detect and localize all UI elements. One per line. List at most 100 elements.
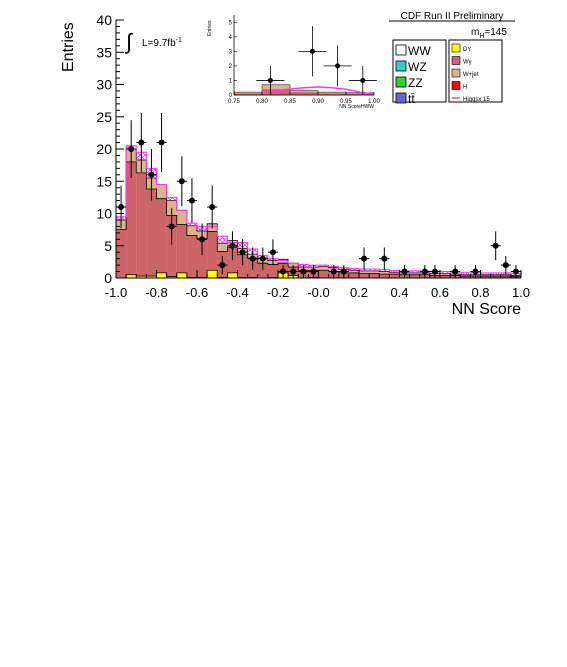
luminosity-annotation: ∫ L=9.7fb-1	[124, 29, 182, 54]
legend-label-right-4: Higgsx 15	[463, 97, 490, 103]
integral-symbol-icon: ∫	[124, 29, 134, 54]
data-point-9	[209, 204, 216, 211]
data-point-15	[269, 249, 276, 256]
bar-dy-2	[136, 276, 147, 278]
y-tick-label-1: 5	[104, 238, 112, 254]
x-tick-label-4: -0.2	[267, 285, 289, 300]
data-point-8	[199, 236, 206, 243]
bar-dy-3	[146, 276, 157, 278]
legend-label-right-3: H	[463, 85, 467, 91]
x-tick-label-10: 1.0	[512, 285, 530, 300]
bar-dy-4	[156, 272, 167, 278]
legend-swatch-right-2	[451, 68, 461, 78]
inset-y-axis-label: Entries	[207, 20, 213, 36]
band-bin-5	[166, 197, 177, 201]
data-point-16	[280, 268, 287, 275]
y-tick-label-8: 40	[96, 12, 112, 28]
legend: mH=145 WW WZ ZZ tt̄ DY Wγ W+jet H Higgsx 15	[392, 27, 507, 106]
legend-label-right-2: W+jet	[463, 72, 479, 78]
band-bin-36	[480, 272, 491, 275]
legend-label-right-0: DY	[463, 47, 471, 53]
inset-bar-wg-0	[234, 93, 262, 95]
legend-swatch-left-0	[395, 44, 407, 56]
bar-w-24	[359, 273, 370, 278]
bar-w-8	[197, 238, 208, 278]
title-box: CDF Run II Preliminary	[389, 9, 515, 22]
bar-w-4	[156, 198, 167, 278]
inset-y-tick-label-0: 0	[229, 93, 233, 99]
inset-background	[234, 15, 374, 95]
y-tick-label-3: 15	[96, 173, 112, 189]
bar-w-38	[500, 276, 511, 278]
bar-w-27	[389, 274, 400, 278]
data-point-30	[502, 262, 509, 269]
x-axis-label: NN Score	[452, 301, 521, 318]
data-point-7	[188, 197, 195, 204]
x-tick-label-2: -0.6	[186, 285, 208, 300]
bar-w-25	[369, 273, 380, 278]
y-axis-label: Entries	[60, 22, 77, 72]
bar-w-37	[490, 276, 501, 278]
bar-w-7	[186, 235, 197, 278]
legend-swatch-right-0	[451, 43, 461, 53]
bar-dy-11	[227, 272, 238, 278]
data-points	[116, 112, 521, 278]
x-tick-label-9: 0.8	[471, 285, 489, 300]
inset-signal-curve	[261, 86, 375, 96]
data-point-13	[249, 255, 256, 262]
inset-bar-wg-1	[262, 89, 290, 95]
legend-swatch-left-1	[395, 60, 407, 72]
data-point-21	[340, 268, 347, 275]
bar-w-11	[227, 247, 238, 278]
bar-w-32	[440, 275, 451, 278]
data-point-18	[300, 268, 307, 275]
band-bin-32	[440, 271, 451, 274]
bar-dy-5	[166, 276, 177, 278]
band-bin-25	[369, 268, 380, 271]
bar-w-29	[409, 274, 420, 278]
inset-y-tick-label-5: 5	[229, 20, 233, 26]
band-bin-7	[186, 223, 197, 226]
y-tick-label-6: 30	[96, 77, 112, 93]
inset-y-tick-label-3: 3	[229, 49, 233, 55]
band-bin-27	[389, 270, 400, 273]
legend-label-left-0: WW	[408, 44, 431, 58]
band-bin-24	[359, 268, 370, 271]
inset-x-tick-label-4: 0.95	[340, 99, 352, 105]
band-bin-20	[318, 265, 329, 267]
bar-w-26	[379, 274, 390, 278]
data-point-12	[239, 249, 246, 256]
data-point-11	[229, 242, 236, 249]
x-tick-label-0: -1.0	[105, 285, 127, 300]
inset-x-tick-label-5: 1.00	[368, 99, 380, 105]
bar-w-12	[237, 254, 248, 278]
legend-label-left-1: WZ	[408, 60, 427, 74]
bar-w-20	[318, 270, 329, 278]
inset-x-tick-label-3: 0.90	[312, 99, 324, 105]
bar-w-2	[136, 172, 147, 278]
band-bin-10	[217, 236, 228, 244]
inset-x-tick-label-1: 0.80	[256, 99, 268, 105]
bar-w-36	[480, 276, 491, 278]
y-tick-label-5: 25	[96, 109, 112, 125]
y-tick-label-4: 20	[96, 141, 112, 157]
data-point-3	[148, 171, 155, 178]
data-point-24	[401, 268, 408, 275]
x-tick-label-3: -0.4	[226, 285, 248, 300]
inset-x-tick-label-2: 0.85	[284, 99, 296, 105]
inset-data-point-2	[335, 63, 341, 69]
bar-w-23	[348, 272, 359, 278]
bar-w-1	[126, 161, 137, 278]
bar-w-5	[166, 215, 177, 278]
data-point-19	[310, 268, 317, 275]
band-bin-37	[490, 272, 501, 275]
legend-swatch-left-2	[395, 76, 407, 88]
data-point-20	[330, 268, 337, 275]
data-point-6	[178, 178, 185, 185]
inset-bar-wg-3	[318, 93, 346, 95]
data-point-10	[219, 262, 226, 269]
y-tick-label-0: 0	[104, 270, 112, 286]
x-tick-label-6: 0.2	[350, 285, 368, 300]
bar-w-15	[267, 264, 278, 278]
